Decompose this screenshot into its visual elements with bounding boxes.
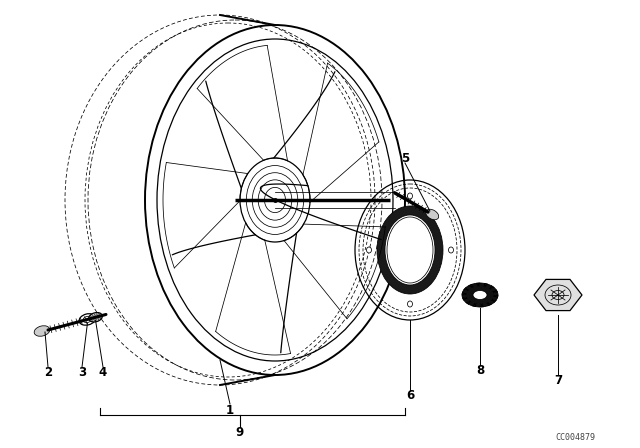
Text: 3: 3 (78, 366, 86, 379)
Text: 8: 8 (476, 363, 484, 376)
Text: CC004879: CC004879 (555, 432, 595, 441)
Ellipse shape (408, 193, 413, 199)
Polygon shape (534, 280, 582, 310)
Ellipse shape (83, 316, 92, 323)
Text: 5: 5 (401, 151, 409, 164)
Ellipse shape (34, 326, 50, 336)
Text: 2: 2 (44, 366, 52, 379)
Text: 9: 9 (236, 426, 244, 439)
Ellipse shape (79, 314, 96, 325)
Text: 6: 6 (406, 388, 414, 401)
Ellipse shape (462, 283, 498, 307)
Text: 7: 7 (554, 374, 562, 387)
Ellipse shape (473, 290, 487, 300)
Ellipse shape (408, 301, 413, 307)
Ellipse shape (449, 247, 454, 253)
Ellipse shape (385, 215, 435, 285)
Text: 1: 1 (226, 404, 234, 417)
Ellipse shape (89, 313, 102, 322)
Text: 4: 4 (99, 366, 107, 379)
Ellipse shape (367, 247, 371, 253)
Ellipse shape (377, 206, 443, 294)
Ellipse shape (426, 209, 438, 220)
